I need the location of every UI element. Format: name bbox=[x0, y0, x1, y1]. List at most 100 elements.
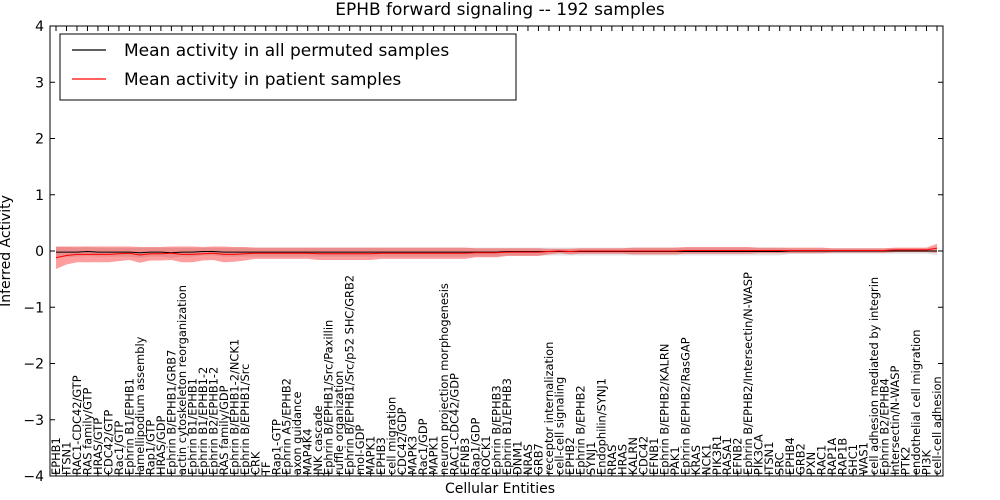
legend-label-1: Mean activity in patient samples bbox=[124, 70, 401, 90]
y-axis-label: Inferred Activity bbox=[0, 195, 14, 307]
x-tick-label: PIK3CA bbox=[752, 434, 766, 475]
x-tick-label: Ephrin B/EPHB2/RasGAP bbox=[678, 337, 692, 475]
x-tick-label: lamellipodium assembly bbox=[133, 336, 147, 475]
x-tick-label: axon guidance bbox=[290, 392, 304, 476]
x-tick-label: Rap1-GTP bbox=[269, 419, 283, 475]
x-tick-label: Ephrin B/EPHB2/Intersectin/N-WASP bbox=[741, 272, 755, 475]
x-tick-label: Ephrin B1/EPHB3 bbox=[500, 378, 514, 475]
x-tick-label: HRAS/GTP bbox=[91, 418, 105, 475]
x-tick-label: CDC42/GDP bbox=[395, 407, 409, 475]
legend-box bbox=[59, 33, 517, 101]
x-tick-label: TF bbox=[259, 461, 273, 476]
x-tick-label: HRAS bbox=[615, 444, 629, 475]
x-tick-label: Rac1/GTP bbox=[112, 421, 126, 475]
x-tick-label: cell adhesion mediated by integrin bbox=[867, 277, 881, 475]
x-tick-label: MAPK1 bbox=[427, 436, 441, 475]
x-tick-label: EFNB1 bbox=[647, 438, 661, 475]
x-tick-label: neuron projection morphogenesis bbox=[437, 283, 451, 475]
x-tick-label: RAC1-CDC42/GTP bbox=[70, 375, 84, 475]
x-tick-label: MAPK3 bbox=[406, 436, 420, 475]
x-tick-label: ROCK1 bbox=[479, 435, 493, 475]
x-tick-label: Ephrin B1/EPHB1 bbox=[122, 378, 136, 475]
x-tick-label: EPHB3 bbox=[374, 437, 388, 475]
x-tick-label: Ephrin B2/EPHB1-2 bbox=[206, 367, 220, 475]
x-tick-label: EFNB3 bbox=[458, 438, 472, 475]
x-tick-label: PTK2 bbox=[899, 446, 913, 475]
y-tick-label: 2 bbox=[35, 132, 44, 148]
x-tick-label: HRAS/GDP bbox=[154, 416, 168, 475]
x-tick-label: receptor internalization bbox=[542, 342, 556, 475]
x-tick-label: ITSN1 bbox=[762, 442, 776, 475]
x-tick-label: PIK3R1 bbox=[710, 435, 724, 475]
x-tick-label: mol-GDP bbox=[353, 425, 367, 475]
x-tick-label: Rac1/GDP bbox=[416, 418, 430, 475]
x-tick-label: Ephrin B1/EPHB1 bbox=[185, 378, 199, 475]
x-tick-label: KALRN bbox=[626, 437, 640, 475]
series-line-1 bbox=[55, 247, 938, 259]
x-tick-label: EPHB1 bbox=[49, 437, 63, 475]
x-tick-label: RAC1-CDC42/GDP bbox=[448, 373, 462, 475]
x-tick-label: Rap1/GTP bbox=[143, 420, 157, 475]
x-tick-label: Ephrin B/EPHB1/Src/Paxillin bbox=[322, 320, 336, 475]
x-tick-label: SHC1 bbox=[846, 444, 860, 475]
x-tick-label: JNK cascade bbox=[311, 405, 325, 476]
x-tick-label: Ephrin B/EPHB1/GRB7 bbox=[164, 350, 178, 475]
x-tick-label: Ephrin B1/EPHB1-2 bbox=[196, 367, 210, 475]
x-tick-label: RAC1 bbox=[815, 445, 829, 475]
y-tick-label: 0 bbox=[35, 244, 44, 260]
x-tick-label: Ephrin B/EPHB1/Src bbox=[238, 364, 252, 475]
x-tick-label: Endophilin/SYNJ1 bbox=[594, 378, 608, 475]
y-tick-label: 1 bbox=[35, 188, 44, 204]
legend-label-0: Mean activity in all permuted samples bbox=[124, 41, 449, 61]
x-tick-label: EFNB2 bbox=[731, 438, 745, 475]
x-tick-label: CDC42 bbox=[636, 436, 650, 475]
x-tick-label: NRAS bbox=[521, 444, 535, 475]
x-tick-label: Ephrin B/EPHB2 bbox=[573, 385, 587, 475]
x-tick-label: RAP1B bbox=[836, 438, 850, 475]
x-tick-label: RASA1 bbox=[720, 437, 734, 475]
x-axis-label: Cellular Entities bbox=[445, 481, 555, 497]
x-tick-label: actin cytoskeleton reorganization bbox=[175, 285, 189, 475]
x-tick-label: WAS1 bbox=[857, 442, 871, 475]
y-tick-label: 3 bbox=[35, 75, 44, 91]
x-tick-label: SRC bbox=[773, 452, 787, 475]
x-tick-label: GRB7 bbox=[531, 443, 545, 475]
x-tick-label: PI3K bbox=[920, 450, 934, 475]
y-axis: −4 −3 −2 −1 0 1 2 3 4 bbox=[23, 19, 943, 485]
x-tick-label: RAS family/GDP bbox=[217, 385, 231, 475]
chart-title: EPHB forward signaling -- 192 samples bbox=[335, 0, 665, 20]
x-tick-label: EPHB4 bbox=[783, 437, 797, 475]
x-tick-label: Ephrin B/EPHB2/KALRN bbox=[657, 344, 671, 475]
x-tick-label: Ephrin B2/EPHB4 bbox=[878, 378, 892, 475]
x-tick-label: cell-cell signaling bbox=[552, 377, 566, 475]
x-tick-label: PXN bbox=[804, 452, 818, 475]
x-tick-label: MAP4K4 bbox=[301, 429, 315, 475]
x-tick-label: DNM1 bbox=[510, 441, 524, 475]
x-tick-label: Ephrin A5/EPHB2 bbox=[280, 378, 294, 475]
x-tick-label: RAS family/GTP bbox=[80, 388, 94, 475]
x-tick-label: GRB2 bbox=[794, 443, 808, 475]
series-bands bbox=[56, 243, 937, 269]
series-band-1 bbox=[56, 243, 937, 269]
y-tick-label: −4 bbox=[23, 469, 44, 485]
x-tick-label: Ephrin B/EPHB3 bbox=[490, 385, 504, 475]
x-tick-label: Intersectin/N-WASP bbox=[888, 366, 902, 475]
y-tick-label: 4 bbox=[35, 19, 44, 35]
series-lines bbox=[55, 247, 938, 259]
x-tick-label: RAP1A bbox=[825, 438, 839, 475]
x-tick-label: cell migration bbox=[385, 397, 399, 475]
x-tick-label: ruffle organization bbox=[332, 371, 346, 475]
x-tick-label: KRAS bbox=[689, 445, 703, 475]
x-tick-label: CDC42/GTP bbox=[101, 410, 115, 475]
x-tick-label: Rap1/GDP bbox=[469, 417, 483, 475]
x-tick-label: ITSN1 bbox=[59, 442, 73, 475]
x-tick-label: MAPK1 bbox=[364, 436, 378, 475]
series-line-0 bbox=[56, 250, 937, 254]
x-tick-label: NCK1 bbox=[699, 444, 713, 475]
legend: Mean activity in all permuted samples Mea… bbox=[59, 33, 517, 101]
x-tick-label: Ephrin B/EPHB1-2/NCK1 bbox=[227, 339, 241, 475]
x-tick-label: SYNJ1 bbox=[584, 442, 598, 475]
x-tick-label: RRAS bbox=[605, 445, 619, 475]
